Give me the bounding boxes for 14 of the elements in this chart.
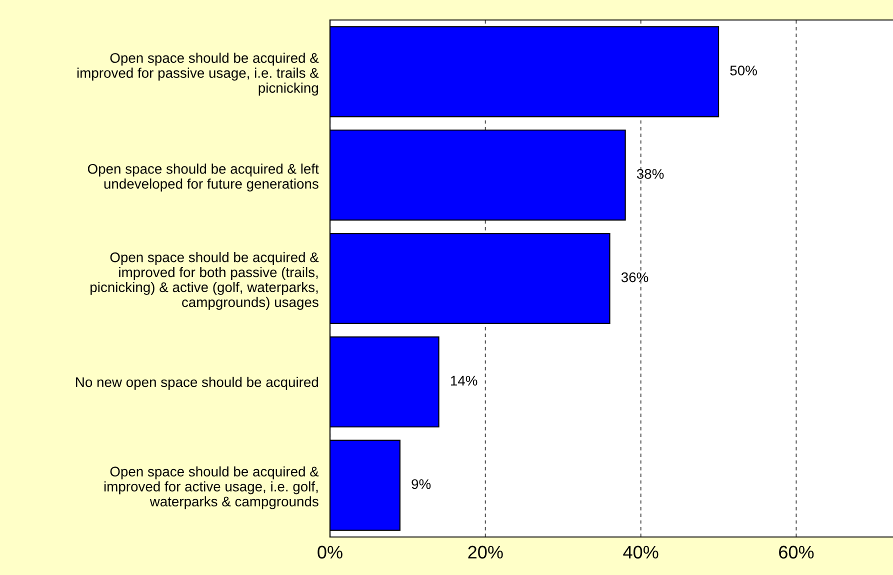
x-tick-label: 20%: [468, 546, 503, 559]
data-label: 9%: [412, 479, 431, 490]
data-label: 50%: [730, 66, 757, 76]
data-label: 38%: [636, 168, 664, 179]
y-tick-label: Open space should be acquired & improved for active usage, i.e. golf, waterparks & campgrounds: [104, 466, 319, 510]
y-tick-label: No new open space should be acquired: [76, 376, 318, 390]
x-tick-label: 60%: [779, 546, 814, 559]
x-tick-label: 0%: [318, 546, 342, 559]
y-tick-label: Open space should be acquired & improved for both passive (trails, picnicking) & active (golf, waterparks, campgrounds) usages: [90, 252, 319, 310]
data-label: 14%: [450, 376, 478, 386]
y-tick-label: Open space should be acquired & improved for passive usage, i.e. trails & picnicking: [77, 52, 319, 96]
data-label: 36%: [621, 272, 648, 282]
x-tick-label: 40%: [623, 546, 658, 559]
y-tick-label: Open space should be acquired & left undeveloped for future generations: [88, 164, 319, 192]
